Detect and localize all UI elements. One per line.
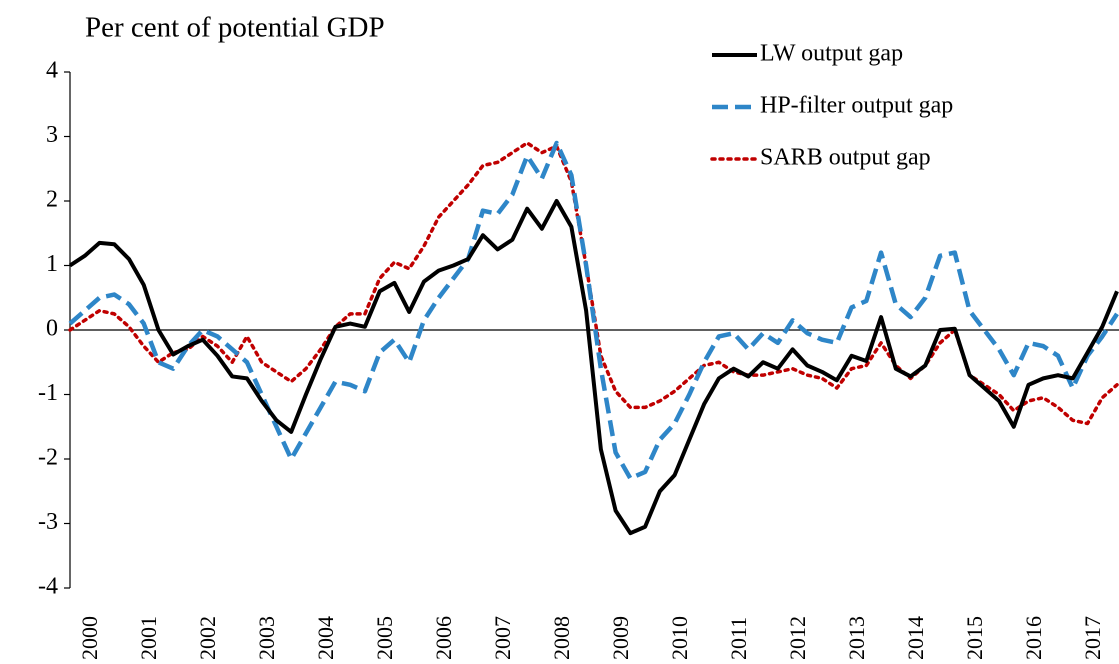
x-tick-label: 2010 <box>667 616 692 660</box>
series-line <box>68 199 1119 536</box>
legend-label: SARB output gap <box>760 145 931 171</box>
y-tick-label: 0 <box>46 316 58 342</box>
x-tick-label: 2016 <box>1021 616 1046 660</box>
x-tick-label: 2005 <box>372 616 397 660</box>
x-tick-label: 2012 <box>785 616 810 660</box>
x-tick-label: 2003 <box>254 616 279 660</box>
x-tick-label: 2000 <box>77 616 102 660</box>
y-tick-label: 4 <box>46 58 58 84</box>
series-line <box>68 140 1119 481</box>
x-tick-label: 2004 <box>313 616 338 660</box>
x-tick-label: 2007 <box>490 616 515 660</box>
x-tick-label: 2008 <box>549 616 574 660</box>
y-tick-label: -1 <box>38 380 58 406</box>
x-tick-label: 2014 <box>903 616 928 660</box>
legend-label: HP-filter output gap <box>760 93 953 119</box>
x-tick-label: 2015 <box>962 616 987 660</box>
legend-label: LW output gap <box>760 41 903 67</box>
x-tick-label: 2002 <box>195 616 220 660</box>
x-tick-label: 2001 <box>136 616 161 660</box>
x-tick-label: 2017 <box>1080 616 1105 660</box>
y-tick-label: -2 <box>38 445 58 471</box>
x-tick-label: 2011 <box>726 617 751 660</box>
x-tick-label: 2006 <box>431 616 456 660</box>
y-tick-label: 2 <box>46 187 58 213</box>
chart-title: Per cent of potential GDP <box>85 12 385 44</box>
y-tick-label: -4 <box>38 574 58 600</box>
x-tick-label: 2009 <box>608 616 633 660</box>
y-tick-label: -3 <box>38 509 58 535</box>
y-tick-label: 3 <box>46 122 58 148</box>
x-tick-label: 2013 <box>844 616 869 660</box>
y-tick-label: 1 <box>46 251 58 277</box>
